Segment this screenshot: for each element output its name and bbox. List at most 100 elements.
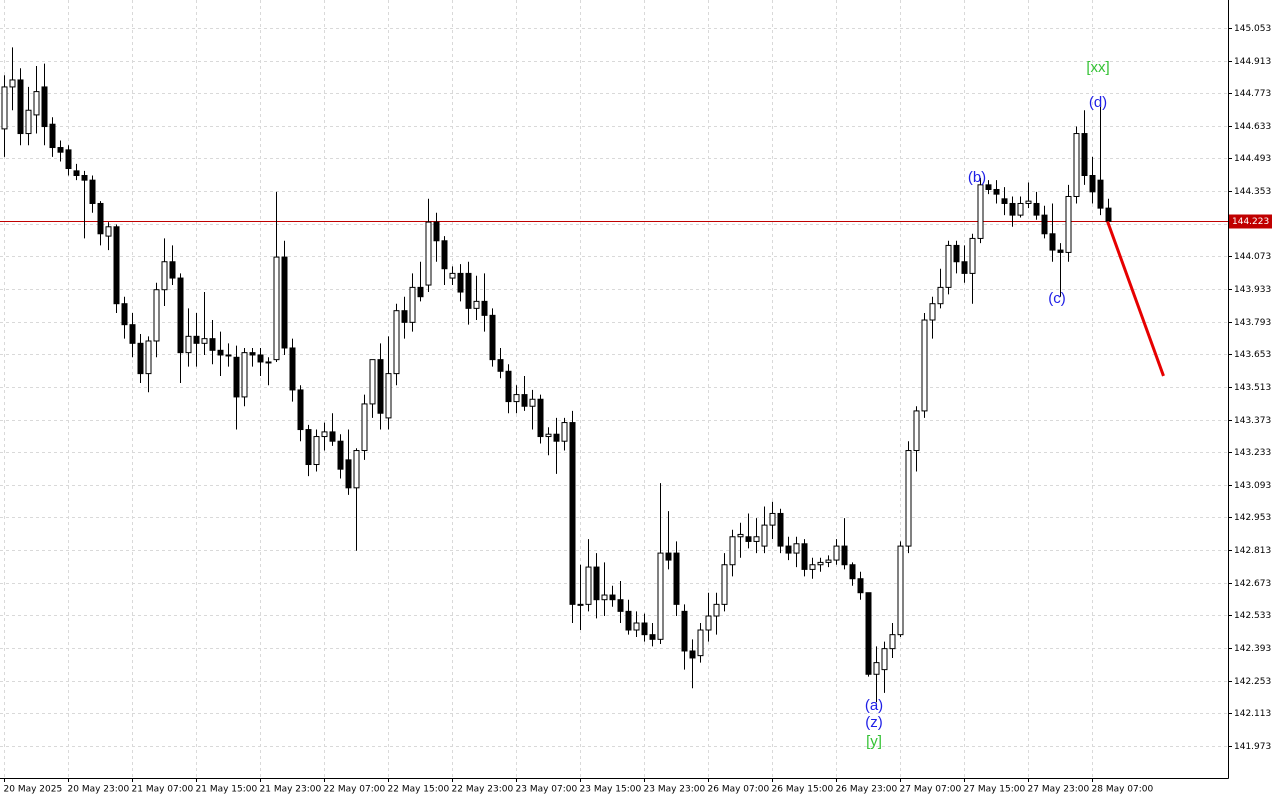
candle-body	[609, 594, 616, 601]
y-tick-label: 143.093	[1234, 481, 1271, 491]
candle-body	[689, 650, 696, 659]
candle-body	[185, 335, 192, 354]
y-tick-label: 143.933	[1234, 285, 1271, 295]
candle-body	[945, 244, 952, 288]
y-tick-label: 144.353	[1234, 187, 1271, 197]
candle-body	[721, 564, 728, 605]
x-tick-label: 23 May 23:00	[644, 785, 706, 795]
candle-body	[41, 86, 48, 128]
candle-body	[497, 359, 504, 372]
candle-body	[825, 559, 832, 563]
x-tick-label: 27 May 23:00	[1028, 785, 1090, 795]
candle-body	[577, 603, 584, 606]
candle-body	[737, 533, 744, 538]
candle-body	[1073, 133, 1080, 197]
candle-body	[833, 545, 840, 561]
candle-body	[401, 310, 408, 323]
candle-body	[57, 147, 64, 153]
x-tick-label: 22 May 23:00	[452, 785, 514, 795]
candle-body	[641, 622, 648, 636]
candle-body	[377, 359, 384, 414]
x-tick-label: 27 May 07:00	[900, 785, 962, 795]
wave-label: (b)	[968, 169, 986, 186]
candle-body	[761, 524, 768, 547]
candle-body	[145, 340, 152, 375]
candle-body	[345, 459, 352, 489]
candle-body	[321, 431, 328, 438]
candle-body	[585, 566, 592, 605]
y-tick-label: 144.073	[1234, 252, 1271, 262]
candle-body	[521, 394, 528, 407]
candle-body	[593, 566, 600, 601]
candle-body	[369, 359, 376, 405]
x-tick-label: 22 May 15:00	[388, 785, 450, 795]
y-tick-label: 143.233	[1234, 448, 1271, 458]
wave-label: [xx]	[1086, 59, 1109, 76]
candle-body	[561, 422, 568, 442]
candle-body	[457, 272, 464, 293]
x-tick-label: 22 May 07:00	[324, 785, 386, 795]
candle-body	[425, 221, 432, 286]
candle-body	[537, 398, 544, 438]
y-tick-label: 141.973	[1234, 742, 1271, 752]
candle-body	[1097, 179, 1104, 209]
candle-body	[265, 361, 272, 364]
candle-body	[633, 622, 640, 631]
candle-body	[49, 123, 56, 149]
candle-body	[889, 634, 896, 650]
x-tick-label: 20 May 23:00	[68, 785, 130, 795]
candle-body	[1081, 133, 1088, 177]
candle-body	[17, 79, 24, 135]
candle-body	[985, 184, 992, 190]
plot: (a)(z) [y] (b) (c) (d) [xx]	[0, 47, 1228, 750]
candle-body	[481, 300, 488, 316]
candle-body	[105, 226, 112, 237]
candle-body	[569, 422, 576, 605]
candle-body	[881, 648, 888, 671]
candle-body	[249, 352, 256, 356]
candle-body	[113, 226, 120, 305]
forecast-line	[1106, 220, 1165, 377]
candle-body	[97, 202, 104, 235]
y-tick-label: 143.653	[1234, 350, 1271, 360]
candle-body	[1049, 233, 1056, 251]
candle-body	[905, 450, 912, 547]
candle-body	[697, 629, 704, 657]
candle-body	[177, 277, 184, 354]
candle-body	[793, 543, 800, 554]
axes: 141.973 142.113 142.253 142.393 142.533 142.6…	[4, 24, 1272, 795]
y-tick-label: 142.393	[1234, 644, 1271, 654]
candle-body	[665, 552, 672, 561]
candle-body	[1025, 200, 1032, 204]
candle-body	[745, 536, 752, 542]
candle-body	[209, 338, 216, 351]
candle-body	[9, 79, 16, 88]
wave-label: (z)	[865, 714, 883, 731]
candle-body	[385, 373, 392, 419]
candle-body	[681, 610, 688, 652]
x-tick-label: 20 May 2025	[4, 785, 63, 795]
candle-body	[217, 349, 224, 356]
candle-body	[129, 324, 136, 344]
candle-body	[769, 512, 776, 526]
candle-body	[289, 347, 296, 391]
x-tick-label: 21 May 15:00	[196, 785, 258, 795]
candle-body	[81, 175, 88, 181]
candle-body	[969, 237, 976, 274]
candle-body	[1001, 198, 1008, 204]
candle-body	[841, 545, 848, 566]
candle-body	[73, 170, 80, 177]
candle-body	[361, 403, 368, 452]
candle-body	[817, 561, 824, 566]
y-tick-label: 144.773	[1234, 89, 1271, 99]
candle-body	[273, 256, 280, 361]
candle-body	[353, 450, 360, 489]
candle-body	[169, 261, 176, 279]
candle-body	[849, 564, 856, 580]
candle-body	[1041, 214, 1048, 235]
candle-body	[921, 319, 928, 412]
candle-body	[201, 338, 208, 344]
candle-body	[337, 440, 344, 470]
